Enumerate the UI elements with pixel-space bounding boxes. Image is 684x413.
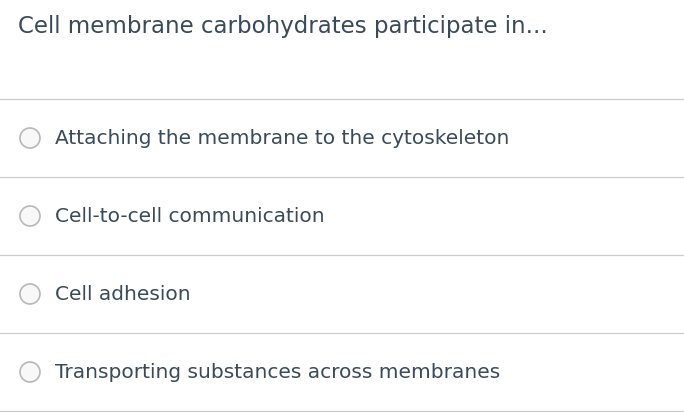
Circle shape xyxy=(20,129,40,149)
Circle shape xyxy=(20,206,40,226)
Circle shape xyxy=(20,362,40,382)
Text: Transporting substances across membranes: Transporting substances across membranes xyxy=(55,363,500,382)
Text: Cell membrane carbohydrates participate in...: Cell membrane carbohydrates participate … xyxy=(18,15,548,38)
Text: Attaching the membrane to the cytoskeleton: Attaching the membrane to the cytoskelet… xyxy=(55,129,510,148)
Circle shape xyxy=(20,284,40,304)
Text: Cell-to-cell communication: Cell-to-cell communication xyxy=(55,207,325,226)
Text: Cell adhesion: Cell adhesion xyxy=(55,285,191,304)
